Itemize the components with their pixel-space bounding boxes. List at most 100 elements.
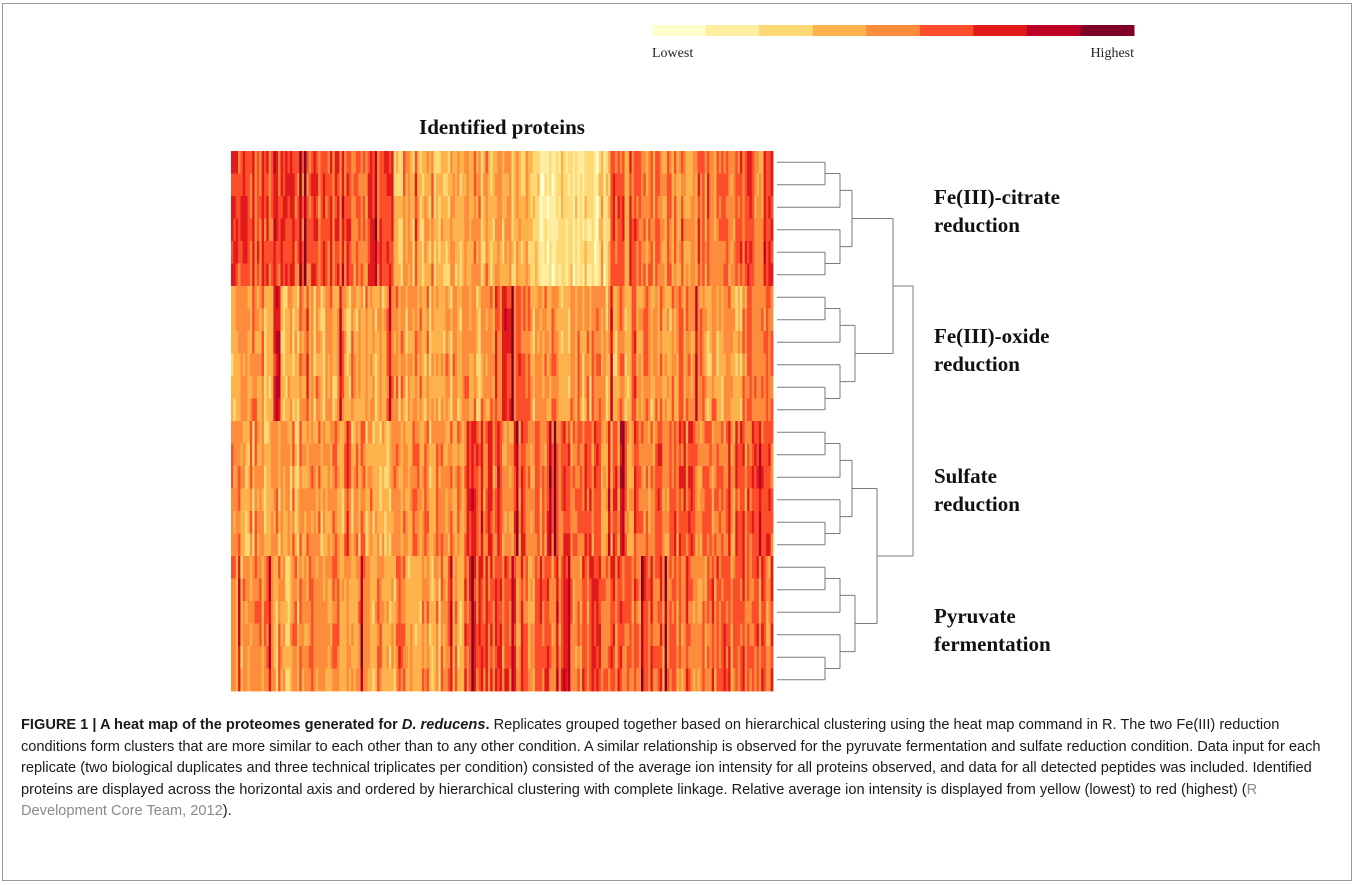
heatmap-cell bbox=[725, 556, 729, 579]
heatmap-cell bbox=[603, 308, 607, 332]
heatmap-cell bbox=[502, 443, 505, 467]
heatmap-cell bbox=[412, 533, 416, 557]
heatmap-cell bbox=[497, 218, 501, 242]
heatmap-cell bbox=[645, 218, 649, 242]
heatmap-cell bbox=[716, 421, 720, 444]
heatmap-cell bbox=[485, 466, 489, 489]
heatmap-cell bbox=[381, 601, 385, 624]
heatmap-cell bbox=[699, 286, 703, 309]
heatmap-cell bbox=[633, 173, 637, 197]
heatmap-cell bbox=[579, 196, 583, 219]
heatmap-cell bbox=[454, 466, 458, 489]
heatmap-cell bbox=[235, 286, 239, 309]
heatmap-cell bbox=[542, 241, 545, 264]
heatmap-cell bbox=[480, 466, 484, 489]
heatmap-cell bbox=[662, 173, 665, 197]
heatmap-cell bbox=[509, 263, 512, 287]
heatmap-cell bbox=[523, 578, 526, 602]
heatmap-cell bbox=[280, 196, 284, 219]
heatmap-cell bbox=[391, 443, 394, 467]
heatmap-cell bbox=[600, 466, 604, 489]
heatmap-cell bbox=[235, 331, 239, 354]
heatmap-cell bbox=[589, 556, 592, 579]
heatmap-cell bbox=[405, 623, 409, 647]
heatmap-cell bbox=[247, 376, 251, 399]
heatmap-cell bbox=[278, 398, 281, 422]
heatmap-cell bbox=[622, 263, 625, 287]
heatmap-cell bbox=[261, 421, 265, 444]
heatmap-cell bbox=[641, 398, 644, 422]
heatmap-cell bbox=[417, 308, 420, 332]
heatmap-cell bbox=[398, 578, 402, 602]
heatmap-cell bbox=[749, 263, 753, 287]
heatmap-cell bbox=[242, 263, 246, 287]
heatmap-cell bbox=[355, 556, 359, 579]
heatmap-cell bbox=[638, 241, 642, 264]
heatmap-cell bbox=[742, 556, 746, 579]
heatmap-cell bbox=[306, 578, 310, 602]
heatmap-cell bbox=[596, 533, 600, 557]
heatmap-cell bbox=[534, 331, 538, 354]
heatmap-cell bbox=[586, 578, 590, 602]
heatmap-cell bbox=[570, 286, 574, 309]
heatmap-cell bbox=[758, 331, 762, 354]
heatmap-cell bbox=[509, 218, 512, 242]
heatmap-cell bbox=[370, 556, 373, 579]
heatmap-cell bbox=[629, 196, 633, 219]
heatmap-cell bbox=[527, 331, 531, 354]
heatmap-cell bbox=[337, 556, 340, 579]
heatmap-cell bbox=[263, 488, 267, 512]
heatmap-cell bbox=[525, 578, 529, 602]
heatmap-cell bbox=[417, 151, 420, 174]
heatmap-cell bbox=[395, 263, 399, 287]
heatmap-cell bbox=[379, 578, 383, 602]
heatmap-cell bbox=[718, 466, 722, 489]
heatmap-cell bbox=[487, 263, 491, 287]
heatmap-cell bbox=[483, 556, 486, 579]
heatmap-cell bbox=[754, 556, 757, 579]
heatmap-cell bbox=[278, 511, 281, 534]
heatmap-cell bbox=[358, 623, 362, 647]
heatmap-cell bbox=[231, 488, 234, 512]
heatmap-cell bbox=[322, 443, 326, 467]
heatmap-cell bbox=[322, 623, 326, 647]
heatmap-cell bbox=[695, 398, 698, 422]
heatmap-cell bbox=[459, 241, 463, 264]
heatmap-cell bbox=[754, 218, 757, 242]
heatmap-cell bbox=[450, 263, 453, 287]
heatmap-cell bbox=[464, 578, 468, 602]
heatmap-cell bbox=[666, 196, 670, 219]
heatmap-cell bbox=[612, 218, 616, 242]
heatmap-cell bbox=[332, 218, 336, 242]
heatmap-cell bbox=[431, 601, 435, 624]
heatmap-cell bbox=[233, 556, 237, 579]
heatmap-cell bbox=[629, 443, 633, 467]
heatmap-cell bbox=[596, 196, 600, 219]
heatmap-cell bbox=[348, 196, 352, 219]
heatmap-cell bbox=[608, 331, 611, 354]
heatmap-cell bbox=[313, 173, 317, 197]
heatmap-cell bbox=[358, 421, 362, 444]
heatmap-cell bbox=[744, 331, 748, 354]
heatmap-cell bbox=[532, 151, 536, 174]
heatmap-cell bbox=[577, 398, 581, 422]
heatmap-cell bbox=[478, 173, 482, 197]
heatmap-cell bbox=[718, 196, 722, 219]
heatmap-cell bbox=[516, 241, 519, 264]
heatmap-cell bbox=[553, 533, 557, 557]
heatmap-cell bbox=[648, 601, 651, 624]
heatmap-cell bbox=[238, 241, 241, 264]
heatmap-cell bbox=[454, 421, 458, 444]
heatmap-cell bbox=[664, 331, 668, 354]
heatmap-cell bbox=[652, 578, 656, 602]
heatmap-cell bbox=[751, 398, 755, 422]
heatmap-cell bbox=[388, 151, 392, 174]
heatmap-cell bbox=[358, 601, 362, 624]
heatmap-cell bbox=[487, 556, 491, 579]
heatmap-cell bbox=[339, 308, 343, 332]
heatmap-cell bbox=[544, 533, 548, 557]
heatmap-cell bbox=[711, 286, 715, 309]
heatmap-cell bbox=[403, 196, 406, 219]
heatmap-cell bbox=[245, 263, 248, 287]
heatmap-cell bbox=[575, 263, 578, 287]
